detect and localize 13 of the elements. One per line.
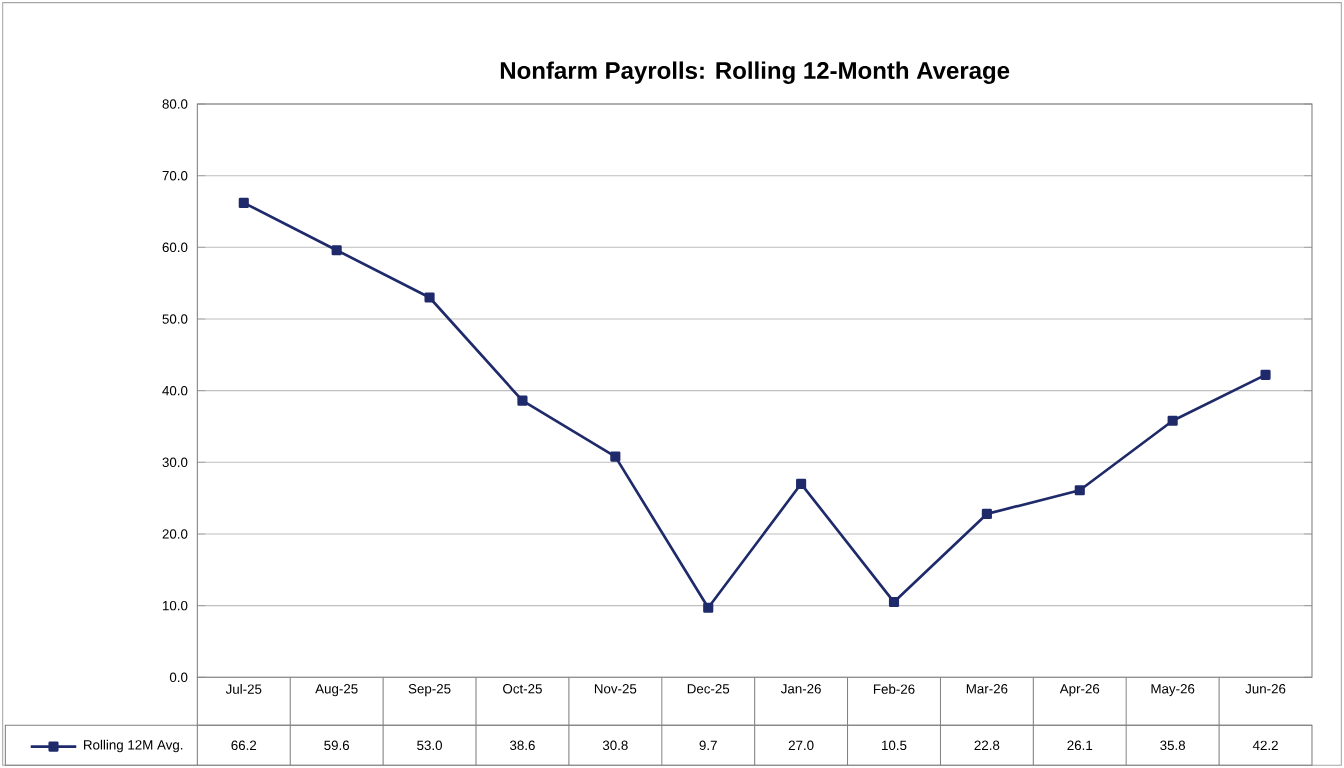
point <box>703 602 714 613</box>
point <box>981 508 992 519</box>
point <box>1260 369 1271 380</box>
point <box>610 451 621 462</box>
point <box>517 395 528 406</box>
chart-title: Nonfarm Payrolls: Rolling 12-Month Average <box>500 61 1010 84</box>
point <box>238 197 249 208</box>
point <box>888 596 900 608</box>
point <box>1167 415 1178 426</box>
point <box>796 478 807 489</box>
point <box>1074 485 1085 496</box>
point <box>331 245 342 256</box>
point <box>424 292 435 303</box>
